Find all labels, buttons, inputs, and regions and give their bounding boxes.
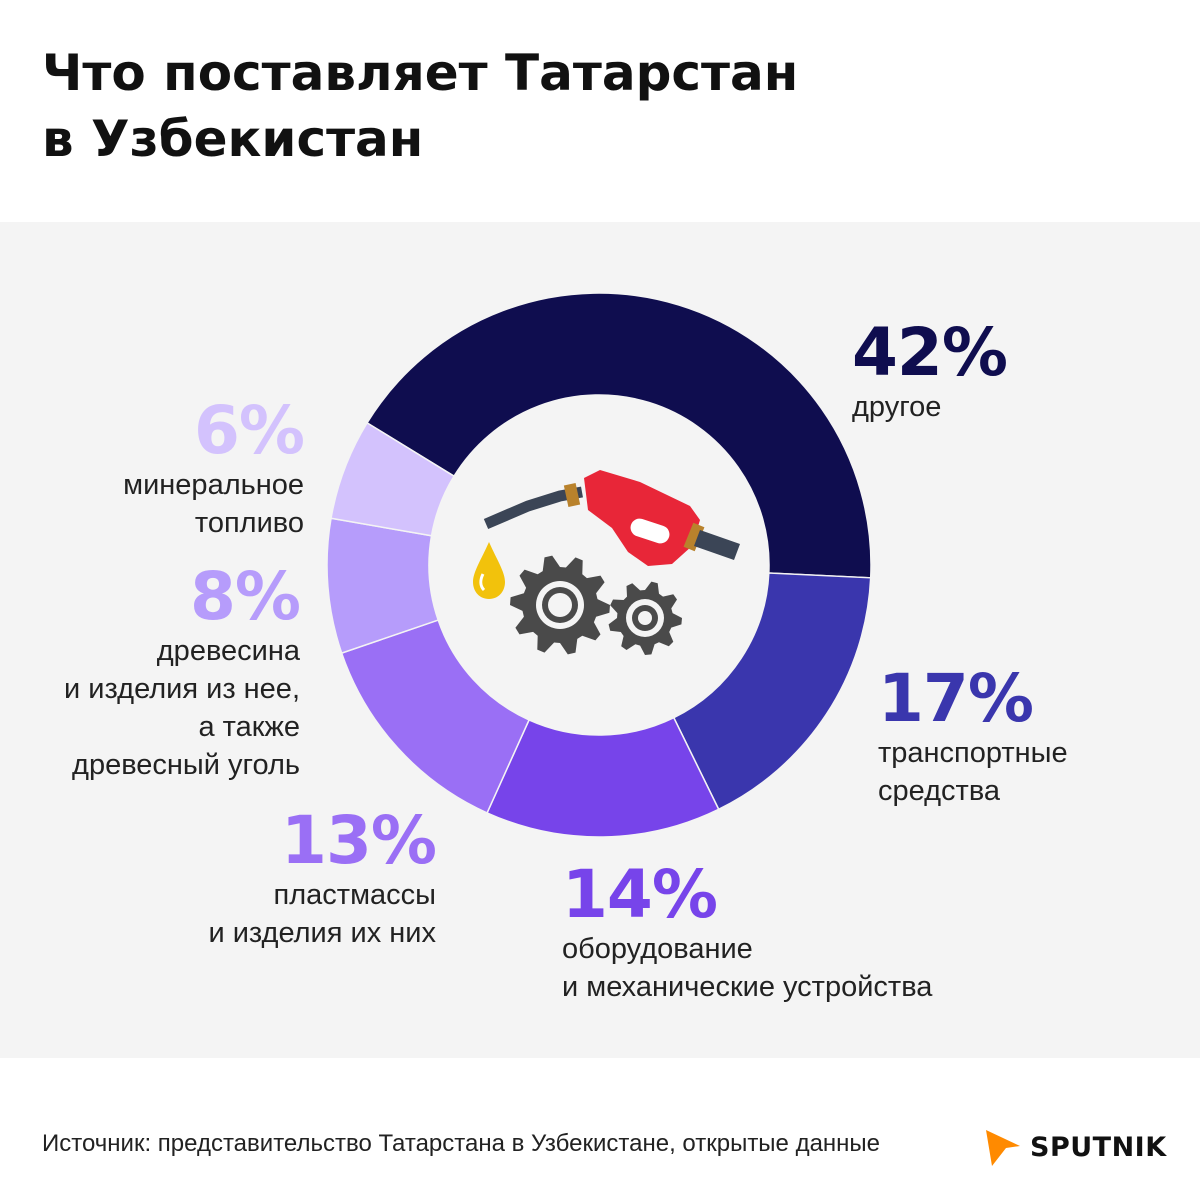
value-label-wood: 8% [189,558,301,635]
category-label-plastics-line-1: пластмассы [273,879,436,911]
label-other: 42% другое [852,314,1008,426]
label-plastics: 13% пластмассы и изделия их них [208,802,437,952]
donut-slice-fuel [330,421,456,537]
category-label-wood-line-4: древесный уголь [72,749,300,781]
category-label-vehicles-line-1: транспортные [878,737,1068,769]
title-line-1: Что поставляет Татарстан [42,44,799,102]
category-label-fuel-line-1: минеральное [123,469,304,501]
logo-text: SPUTNIK [1030,1131,1167,1163]
category-label-wood-line-1: древесина [156,635,300,667]
label-wood: 8% древесина и изделия из нее, а также д… [64,558,301,784]
small-gear-icon [608,581,682,655]
page-title: Что поставляет Татарстан в Узбекистан [42,40,798,172]
sputnik-logo-icon [986,1130,1020,1166]
value-label-vehicles: 17% [878,660,1034,737]
category-label-plastics-line-2: и изделия их них [208,917,436,949]
value-label-plastics: 13% [281,802,437,879]
sputnik-logo: SPUTNIK [984,1126,1167,1168]
category-label-equipment-line-2: и механические устройства [562,971,933,1003]
category-label-wood-line-2: и изделия из нее, [64,673,300,705]
category-label-fuel-line-2: топливо [194,507,304,539]
label-vehicles: 17% транспортные средства [878,664,1068,810]
value-label-other: 42% [852,314,1008,391]
category-label-wood-line-3: а также [198,711,301,743]
label-fuel: 6% минеральное топливо [123,392,305,542]
donut-slice-other [366,292,872,579]
category-label-other: другое [852,391,942,423]
category-label-equipment-line-1: оборудование [562,933,753,965]
title-line-2: в Узбекистан [42,110,424,168]
value-label-equipment: 14% [562,856,718,933]
source-note: Источник: представительство Татарстана в… [42,1130,881,1157]
label-equipment: 14% оборудование и механические устройст… [562,860,932,1006]
large-gear-icon [510,555,610,655]
value-label-fuel: 6% [193,392,305,469]
category-label-vehicles-line-2: средства [878,775,1001,807]
donut-slice-plastics [340,619,531,814]
fuel-nozzle-and-gears-icon [473,470,740,599]
donut-slice-vehicles [672,572,872,811]
